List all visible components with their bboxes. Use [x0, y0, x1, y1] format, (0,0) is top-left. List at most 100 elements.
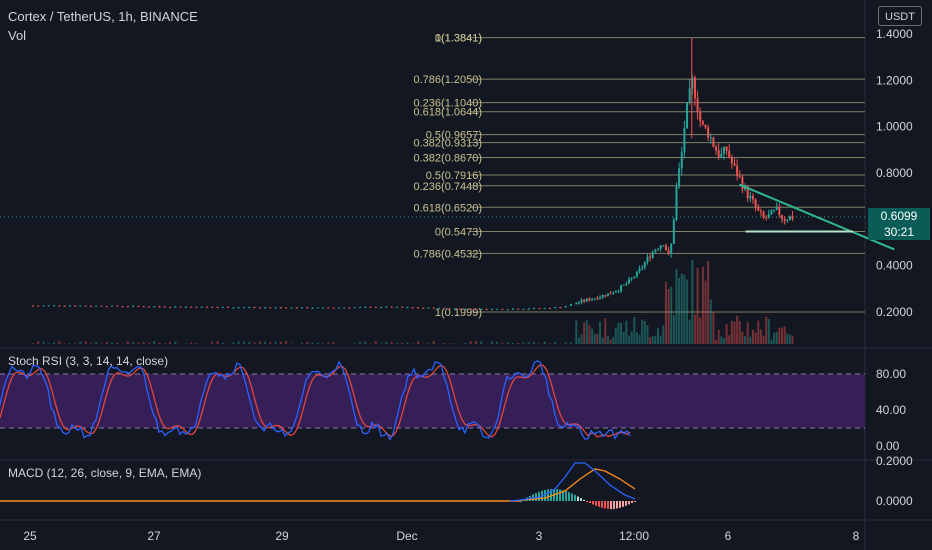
candle-body: [527, 308, 530, 310]
candle-body: [741, 176, 744, 190]
candle-body: [190, 306, 193, 308]
macd-histogram-bar: [574, 494, 576, 501]
candle-body: [453, 308, 456, 310]
candle-body: [200, 306, 203, 308]
time-axis: 25 27 29 Dec 3 12:00 6 8: [23, 529, 859, 543]
candle-body: [380, 307, 383, 309]
volume-bar: [704, 280, 707, 344]
volume-bar: [667, 288, 670, 344]
candle-body: [778, 206, 781, 215]
volume-bar: [195, 343, 198, 344]
volume-bar: [42, 341, 45, 344]
candle-body: [459, 308, 462, 310]
volume-bar: [612, 337, 615, 344]
candle-body: [788, 216, 791, 221]
stoch-rsi-title: Stoch RSI (3, 3, 14, 14, close): [8, 354, 169, 368]
macd-pane: 0.2000 0.0000: [0, 454, 913, 509]
macd-title: MACD (12, 26, close, 9, EMA, EMA): [8, 466, 202, 480]
volume-bar: [712, 311, 715, 344]
candle-body: [730, 157, 733, 164]
volume-bar: [664, 281, 667, 344]
candle-body: [614, 291, 617, 293]
candle-body: [337, 307, 340, 309]
candle-body: [754, 199, 757, 207]
candle-body: [680, 152, 683, 169]
candle-body: [585, 298, 588, 302]
candle-body: [575, 303, 578, 305]
volume-bar: [443, 343, 446, 344]
volume-bar: [31, 343, 34, 344]
candle-body: [786, 220, 789, 222]
candle-body: [417, 307, 420, 309]
volume-bar: [701, 266, 704, 344]
volume-bar: [564, 342, 567, 344]
macd-histogram-bar: [577, 496, 579, 501]
candle-body: [169, 306, 172, 308]
candle-body: [746, 186, 749, 199]
candle-body: [773, 209, 776, 211]
volume-bar: [588, 325, 591, 344]
macd-histogram-bar: [544, 489, 546, 501]
volume-bar: [638, 334, 641, 344]
candle-body: [693, 77, 696, 99]
time-tick: 6: [725, 529, 732, 543]
candle-body: [791, 216, 794, 219]
macd-histogram-bar: [559, 489, 561, 501]
candle-body: [448, 308, 451, 310]
volume-bar: [232, 342, 235, 344]
currency-button[interactable]: USDT: [878, 6, 922, 26]
volume-bar: [506, 342, 509, 344]
macd-histogram-bar: [571, 493, 573, 501]
candle-body: [649, 256, 652, 258]
volume-bar: [678, 277, 681, 344]
candle-body: [522, 308, 525, 310]
volume-bar: [614, 327, 617, 344]
volume-bar: [79, 341, 82, 344]
candle-body: [232, 307, 235, 309]
candle-body: [517, 308, 520, 310]
volume-bar: [169, 341, 172, 344]
volume-bar: [448, 343, 451, 344]
volume-bar: [770, 339, 773, 344]
fib-label: 0.5(0.9657): [426, 130, 482, 142]
volume-bar: [662, 325, 665, 344]
volume-bar: [279, 341, 282, 344]
candle-body: [74, 305, 77, 307]
candle-body: [147, 306, 150, 308]
candle-body: [496, 308, 499, 310]
macd-histogram-bar: [595, 501, 597, 506]
volume-bar: [105, 342, 108, 344]
volume-bar: [741, 331, 744, 344]
volume-bar: [216, 341, 219, 344]
volume-bar: [496, 341, 499, 344]
volume-bar: [353, 343, 356, 344]
candle-body: [58, 305, 61, 307]
candle-body: [736, 165, 739, 177]
volume-bar: [620, 323, 623, 344]
volume-bar: [84, 341, 87, 344]
volume-bar: [744, 336, 747, 344]
volume-bar: [686, 279, 689, 344]
volume-bar: [432, 341, 435, 344]
volume-bar: [358, 342, 361, 344]
volume-bar: [221, 342, 224, 344]
volume-bar: [617, 322, 620, 344]
volume-bar: [633, 316, 636, 344]
volume-bar: [142, 341, 145, 344]
candle-body: [216, 307, 219, 309]
macd-histogram-bar: [592, 501, 594, 505]
volume-bar: [593, 334, 596, 344]
candle-body: [577, 302, 580, 304]
candle-body: [227, 306, 230, 308]
candle-body: [264, 307, 267, 309]
volume-bar: [728, 335, 731, 344]
volume-bar: [643, 321, 646, 344]
price-tick: 1.4000: [876, 27, 913, 41]
candle-body: [322, 307, 325, 309]
volume-bar: [253, 342, 256, 344]
candle-body: [712, 137, 715, 147]
volume-bar: [327, 342, 330, 344]
fib-label: 0.236(1.1040): [414, 98, 483, 110]
volume-bar: [604, 318, 607, 344]
